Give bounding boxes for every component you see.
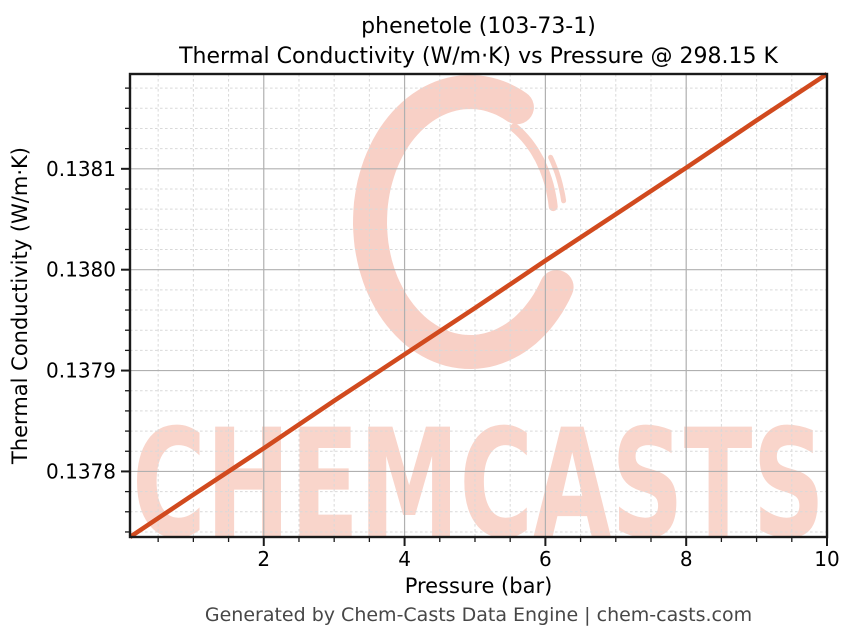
y-tick-label: 0.1379 [46,359,116,383]
axes-spines [128,72,829,539]
footer-credit: Generated by Chem-Casts Data Engine | ch… [204,604,753,626]
watermark: CHEMCASTS [132,74,825,572]
x-tick-label: 6 [539,547,552,571]
chart-title: phenetole (103-73-1) Thermal Conductivit… [130,12,827,72]
y-tick-label: 0.1380 [46,258,116,282]
x-tick-label: 4 [398,547,411,571]
tick-marks [121,87,828,546]
watermark-flick-stroke [510,123,558,212]
y-tick-label: 0.1381 [46,157,116,181]
x-axis-label: Pressure (bar) [404,574,553,598]
watermark-flick2-stroke [548,154,567,204]
watermark-ring-stroke [352,74,574,370]
x-tick-label: 8 [680,547,693,571]
x-tick-label: 2 [257,547,270,571]
data-line-thermal-conductivity-vs-pressure [128,72,829,539]
minor-gridlines [130,74,827,537]
watermark-text: CHEMCASTS [132,398,825,572]
chart-title-line1: phenetole (103-73-1) [361,14,596,39]
chart-title-line2: Thermal Conductivity (W/m·K) vs Pressure… [179,44,778,69]
x-tick-label: 10 [814,547,839,571]
y-axis-label: Thermal Conductivity (W/m·K) [8,147,32,464]
y-tick-label: 0.1378 [46,459,116,483]
